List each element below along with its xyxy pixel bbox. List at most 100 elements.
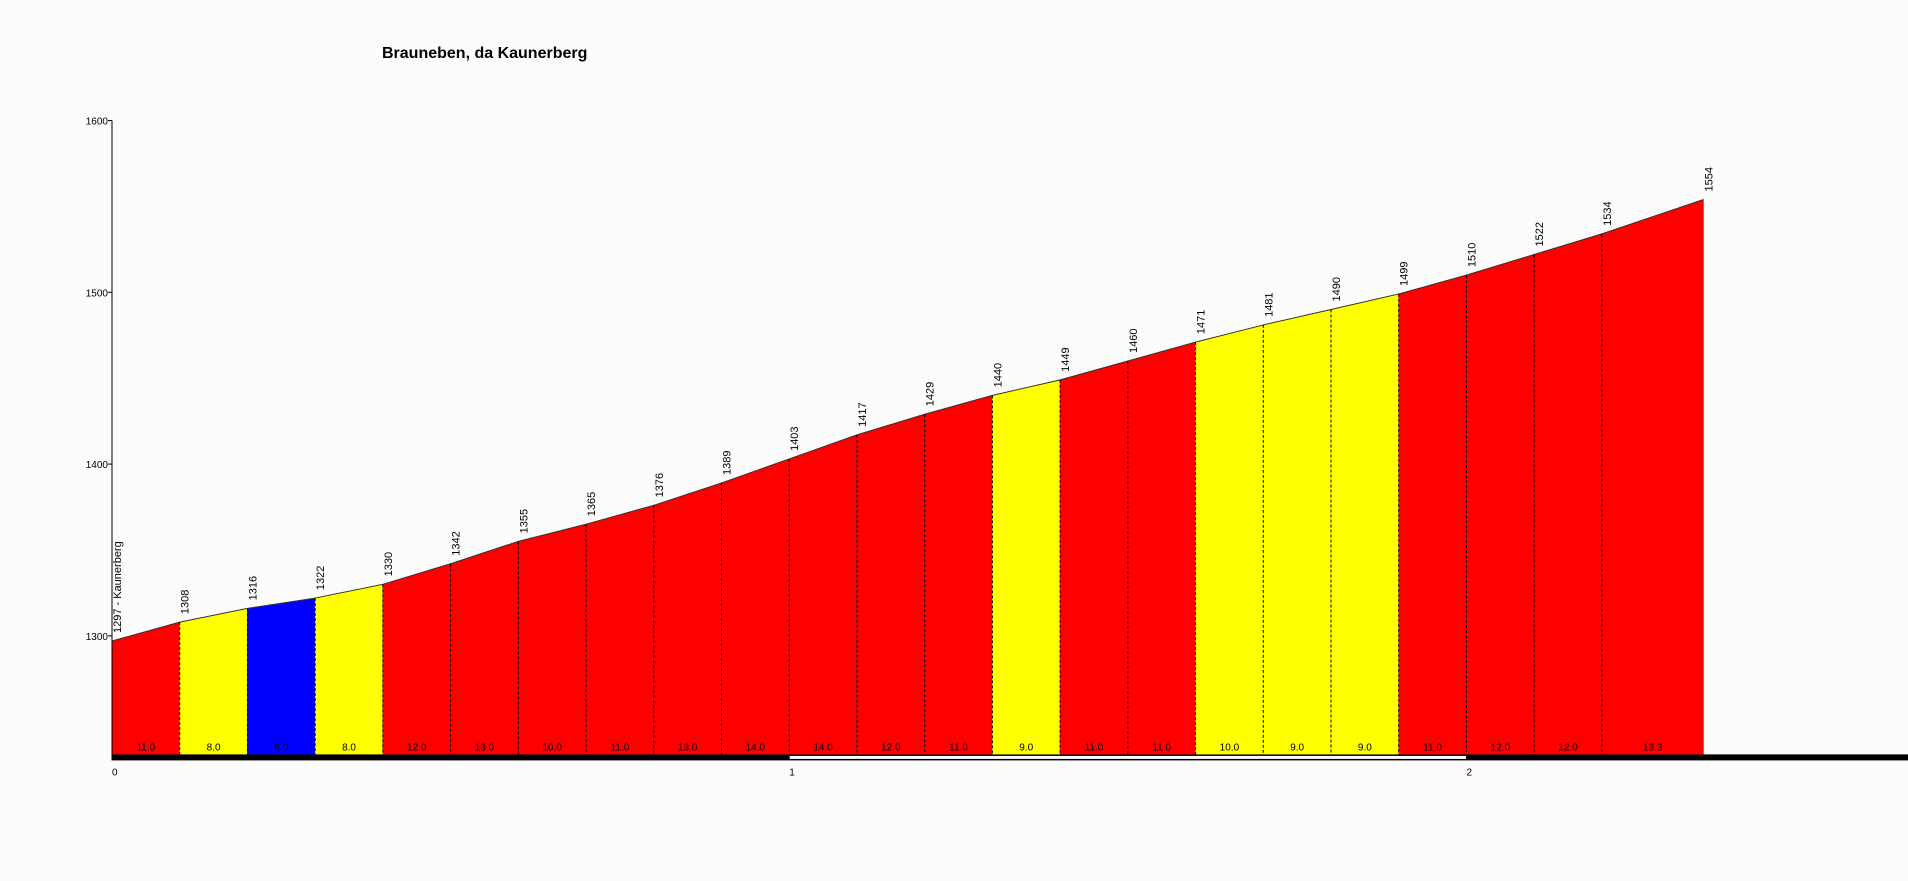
gradient-label: 14.0 <box>813 742 833 753</box>
gradient-label: 9.0 <box>1019 742 1033 753</box>
elevation-label: 1322 <box>315 566 327 590</box>
profile-edge <box>315 583 383 599</box>
gradient-label: 11.0 <box>136 742 155 753</box>
profile-edge <box>1127 341 1196 362</box>
segment <box>314 584 384 755</box>
x-tick-label: 0 <box>112 767 118 778</box>
segment <box>450 541 519 755</box>
segment <box>1601 199 1704 755</box>
profile-edge <box>1195 324 1264 343</box>
segment <box>924 395 993 755</box>
elevation-label: 1365 <box>586 492 598 516</box>
profile-edge <box>992 379 1061 396</box>
gradient-label: 13.0 <box>475 742 495 753</box>
elevation-label: 1499 <box>1399 262 1411 286</box>
gradient-label: 12.0 <box>407 742 427 753</box>
profile-edge <box>721 458 790 484</box>
segment <box>1466 254 1535 755</box>
segment <box>518 523 587 755</box>
x-tick-label: 2 <box>1466 767 1472 778</box>
elevation-label: 1534 <box>1602 201 1614 225</box>
elevation-label: 1376 <box>654 473 666 497</box>
profile-edge <box>653 482 722 506</box>
elevation-label: 1429 <box>925 382 937 406</box>
gradient-label: 8.0 <box>342 742 356 753</box>
gradient-label: 11.0 <box>949 742 968 753</box>
x-tick-label: 1 <box>789 767 795 778</box>
profile-edge <box>1534 233 1603 255</box>
y-tick-label: 1600 <box>86 117 109 128</box>
segment <box>1330 293 1399 755</box>
segment <box>1398 274 1467 755</box>
profile-edge <box>1059 360 1128 381</box>
elevation-label: 1417 <box>857 402 869 426</box>
elevation-label: 1481 <box>1263 292 1275 316</box>
profile-edge <box>450 540 519 565</box>
profile-edge <box>1466 254 1535 276</box>
elevation-label: 1449 <box>1060 347 1072 371</box>
profile-edge <box>789 434 858 460</box>
segment <box>1195 324 1264 755</box>
gradient-label: 8.0 <box>207 742 221 753</box>
elevation-label: 1297 - Kaunerberg <box>112 541 124 633</box>
elevation-label: 1460 <box>1128 329 1140 353</box>
elevation-label: 1389 <box>722 450 734 474</box>
elevation-label: 1471 <box>1196 310 1208 334</box>
gradient-label: 13.3 <box>1643 742 1663 753</box>
gradient-label: 9.0 <box>1358 742 1372 753</box>
gradient-label: 6.0 <box>274 742 288 753</box>
elevation-label: 1316 <box>247 576 259 600</box>
segment <box>247 597 316 755</box>
gradient-label: 11.0 <box>1152 742 1171 753</box>
gradient-label: 13.0 <box>678 742 698 753</box>
elevation-label: 1522 <box>1534 222 1546 246</box>
elevation-label: 1308 <box>180 590 192 614</box>
elevation-label: 1554 <box>1703 167 1715 191</box>
segment <box>1127 341 1196 755</box>
profile-edge <box>247 597 316 609</box>
gradient-label: 11.0 <box>611 742 630 753</box>
segment <box>992 379 1061 755</box>
gradient-label: 10.0 <box>542 742 562 753</box>
segment <box>1533 233 1603 755</box>
elevation-label: 1330 <box>383 552 395 576</box>
profile-edge <box>111 621 180 642</box>
segment <box>788 434 858 755</box>
gradient-label: 12.0 <box>1491 742 1511 753</box>
segment <box>382 563 451 755</box>
elevation-label: 1510 <box>1466 243 1478 267</box>
segment <box>1059 360 1129 755</box>
segment <box>179 608 248 755</box>
segment <box>856 413 925 755</box>
segment <box>721 458 790 755</box>
y-tick-label: 1300 <box>86 632 109 643</box>
profile-edge <box>585 504 654 525</box>
gradient-label: 14.0 <box>746 742 766 753</box>
profile-edge <box>1601 199 1704 235</box>
profile-edge <box>1330 293 1399 310</box>
segment <box>653 482 722 755</box>
profile-edge <box>382 563 451 585</box>
gradient-label: 11.0 <box>1423 742 1442 753</box>
profile-edge <box>518 523 587 542</box>
x-axis-band <box>789 755 1467 759</box>
elevation-label: 1440 <box>992 363 1004 387</box>
segment <box>111 621 180 755</box>
elevation-label: 1342 <box>451 531 463 555</box>
segment <box>585 504 655 755</box>
gradient-label: 11.0 <box>1085 742 1104 753</box>
y-tick-label: 1400 <box>86 460 109 471</box>
chart-title: Brauneben, da Kaunerberg <box>382 45 587 62</box>
segment <box>1263 309 1332 755</box>
elevation-label: 1403 <box>789 426 801 450</box>
profile-edge <box>924 394 993 415</box>
y-tick-label: 1500 <box>86 288 109 299</box>
profile-edge <box>856 413 925 436</box>
gradient-label: 9.0 <box>1290 742 1304 753</box>
gradient-label: 12.0 <box>881 742 901 753</box>
gradient-label: 10.0 <box>1220 742 1240 753</box>
elevation-label: 1355 <box>518 509 530 533</box>
profile-edge <box>179 607 248 623</box>
